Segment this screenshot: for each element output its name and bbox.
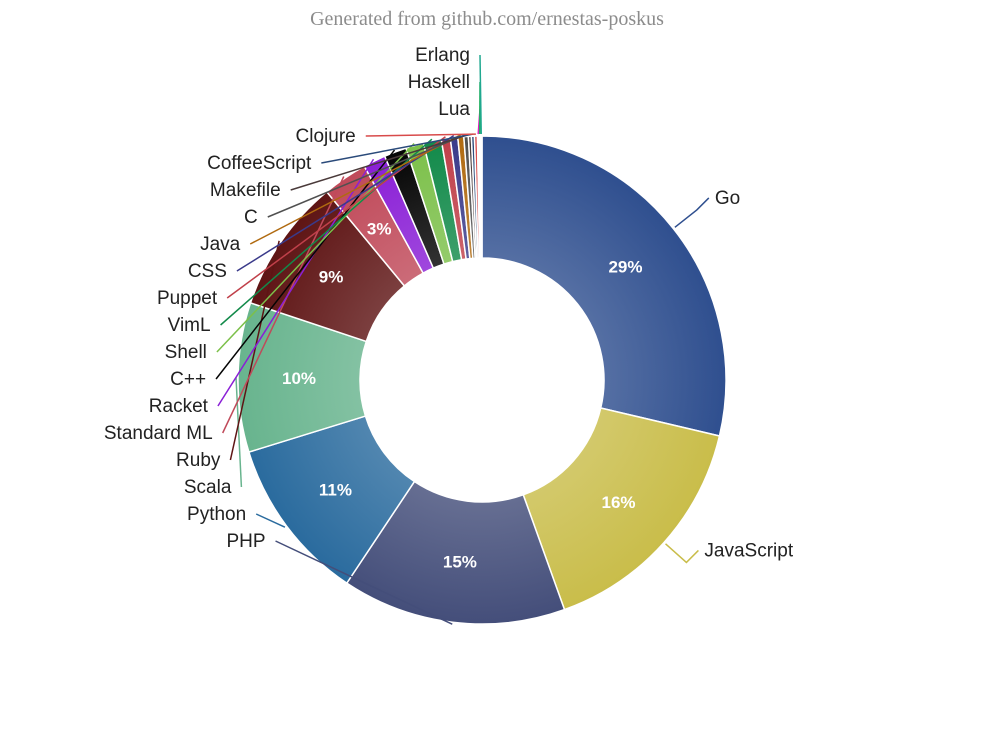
category-label-shell: Shell [165,342,207,363]
leader-line-c [267,133,467,218]
leader-line-racket [217,158,375,407]
category-label-c: C [244,207,258,228]
leader-line-go [674,197,710,228]
leader-line-python [255,513,286,528]
category-label-clojure: Clojure [296,126,356,147]
category-label-scala: Scala [184,477,232,498]
leader-line-erlang [479,54,482,135]
data-label-python: 11% [319,481,352,500]
category-label-php: PHP [226,531,265,552]
category-label-coffeescript: CoffeeScript [207,153,312,174]
category-label-erlang: Erlang [415,45,470,66]
data-label-go: 29% [608,257,642,276]
slice-javascript[interactable] [522,407,721,611]
category-label-lua: Lua [438,99,470,120]
category-label-puppet: Puppet [157,288,218,309]
leader-line-clojure [365,133,476,137]
leader-line-cplusplus [215,149,396,380]
leader-line-makefile [290,133,470,191]
leader-line-php [275,540,453,625]
category-label-go: Go [715,188,740,209]
category-label-css: CSS [188,261,227,282]
leader-line-scala [235,377,243,488]
data-label-javascript: 16% [602,493,636,512]
category-label-haskell: Haskell [408,72,470,93]
category-label-standard-ml: Standard ML [104,423,213,444]
chart-title: Generated from github.com/ernestas-posku… [310,8,664,30]
category-label-viml: VimL [168,315,211,336]
category-label-ruby: Ruby [176,450,221,471]
slice-php[interactable] [345,480,566,625]
data-label-ruby: 9% [319,267,344,286]
slice-go[interactable] [481,135,727,437]
leader-line-coffeescript [321,133,473,164]
leader-line-ruby [229,240,280,461]
category-label-makefile: Makefile [210,180,281,201]
leader-line-shell [216,143,415,353]
category-label-racket: Racket [149,396,209,417]
donut-chart: 29% 16% 15% 11% 10% 9% 3% Go JavaScript PHP Python… [104,45,794,625]
category-label-python: Python [187,504,246,525]
leader-line-java [249,134,461,245]
slice-erlang[interactable] [479,135,483,259]
data-label-php: 15% [443,553,477,572]
category-label-java: Java [200,234,241,255]
category-label-javascript: JavaScript [704,540,793,561]
category-label-cplusplus: C++ [170,369,206,390]
data-label-scala: 10% [282,369,316,388]
leader-line-viml [220,138,433,326]
leader-line-css [236,134,455,272]
data-label-standard-ml: 3% [367,220,392,239]
leader-line-javascript [665,543,699,564]
leader-line-standard-ml [221,176,345,434]
